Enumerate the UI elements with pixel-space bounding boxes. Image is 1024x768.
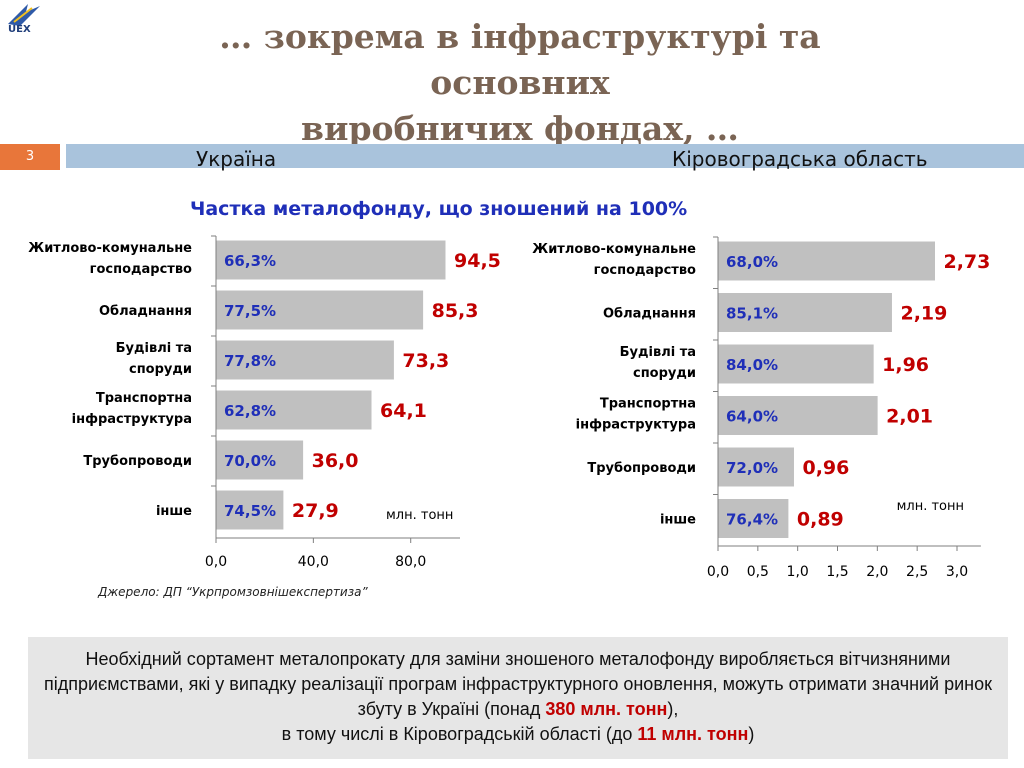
ukraine-value-label: 27,9 xyxy=(292,500,339,522)
ukraine-bar xyxy=(215,439,305,481)
ukraine-tick-label: 0,0 xyxy=(205,554,227,570)
region-tick-label: 1,0 xyxy=(787,564,809,580)
ukraine-category-label: Будівлі та споруди xyxy=(116,341,192,377)
region-tick-label: 1,5 xyxy=(826,564,848,580)
ukraine-category-label: Обладнання xyxy=(99,304,192,319)
logo-text: UEX xyxy=(8,24,31,35)
region-category-label: Житлово-комунальне господарство xyxy=(532,242,696,278)
region-value-label: 2,73 xyxy=(943,251,990,273)
ukraine-category-label: Транспортна інфраструктура xyxy=(72,391,192,427)
ukraine-value-label: 64,1 xyxy=(380,400,427,422)
region-value-label: 2,01 xyxy=(886,406,933,428)
region-unit-label: млн. тонн xyxy=(897,499,964,514)
ukraine-value-label: 36,0 xyxy=(312,450,359,472)
note-text-3: в тому числі в Кіровоградській області (… xyxy=(281,724,633,744)
note-text-4: ) xyxy=(748,724,755,744)
region-share-label: 76,4% xyxy=(726,511,778,529)
ukraine-unit-label: млн. тонн xyxy=(386,508,453,523)
region-value-label: 0,96 xyxy=(802,457,849,479)
region-category-label: Транспортна інфраструктура xyxy=(576,397,696,433)
ukraine-share-label: 66,3% xyxy=(224,252,276,270)
ukraine-share-label: 77,5% xyxy=(224,302,276,320)
ukraine-tick-label: 40,0 xyxy=(298,554,329,570)
ukraine-bar xyxy=(215,389,373,431)
slide-number-badge: 3 xyxy=(0,144,60,170)
region-share-label: 85,1% xyxy=(726,305,778,323)
region-bar xyxy=(717,240,936,282)
ukraine-category-label: Трубопроводи xyxy=(83,454,192,469)
ukraine-share-label: 77,8% xyxy=(224,352,276,370)
ukraine-bar xyxy=(215,339,395,381)
band-label-region: Кіровоградська область xyxy=(672,147,928,171)
ukraine-value-label: 94,5 xyxy=(454,250,501,272)
ukraine-bar xyxy=(215,289,425,331)
region-category-label: інше xyxy=(660,513,696,528)
chart-subtitle: Частка металофонду, що зношений на 100% xyxy=(190,198,688,220)
region-tick-label: 2,0 xyxy=(866,564,888,580)
region-bar xyxy=(717,446,795,488)
ukraine-tick-label: 80,0 xyxy=(395,554,426,570)
ukraine-value-label: 85,3 xyxy=(432,300,479,322)
region-category-label: Обладнання xyxy=(603,307,696,322)
region-category-label: Трубопроводи xyxy=(587,461,696,476)
region-share-label: 72,0% xyxy=(726,459,778,477)
region-category-label: Будівлі та споруди xyxy=(620,345,696,381)
note-text-2: ), xyxy=(667,699,679,719)
ukraine-share-label: 74,5% xyxy=(224,502,276,520)
source-note: Джерело: ДП “Укрпромзовнішекспертиза” xyxy=(98,585,368,599)
bar-charts: 66,3% 94,5 Житлово-комунальне господарство 7… xyxy=(28,235,990,580)
ukraine-share-label: 70,0% xyxy=(224,452,276,470)
region-tick-label: 2,5 xyxy=(906,564,928,580)
slide-title: … зокрема в інфраструктурі та основних в… xyxy=(130,14,910,152)
title-line-2: виробничих фондах, … xyxy=(301,109,739,148)
region-bar xyxy=(717,395,879,436)
region-value-label: 0,89 xyxy=(797,509,844,531)
section-band xyxy=(66,144,1024,168)
note-text-1: Необхідний сортамент металопрокату для з… xyxy=(43,649,993,719)
note-highlight-1: 380 млн. тонн xyxy=(545,699,668,719)
region-share-label: 68,0% xyxy=(726,253,778,271)
conclusion-box: Необхідний сортамент металопрокату для з… xyxy=(28,637,1008,759)
ukraine-value-label: 73,3 xyxy=(402,350,449,372)
region-share-label: 84,0% xyxy=(726,356,778,374)
region-tick-label: 0,5 xyxy=(747,564,769,580)
region-value-label: 2,19 xyxy=(900,303,947,325)
uex-logo xyxy=(8,4,40,26)
title-line-1: … зокрема в інфраструктурі та основних xyxy=(219,17,821,102)
note-highlight-2: 11 млн. тонн xyxy=(637,724,749,744)
region-tick-label: 3,0 xyxy=(946,564,968,580)
ukraine-share-label: 62,8% xyxy=(224,402,276,420)
ukraine-category-label: інше xyxy=(156,504,192,519)
ukraine-category-label: Житлово-комунальне господарство xyxy=(28,241,192,277)
region-tick-label: 0,0 xyxy=(707,564,729,580)
region-value-label: 1,96 xyxy=(882,354,929,376)
band-label-ukraine: Україна xyxy=(196,147,277,171)
region-share-label: 64,0% xyxy=(726,408,778,426)
